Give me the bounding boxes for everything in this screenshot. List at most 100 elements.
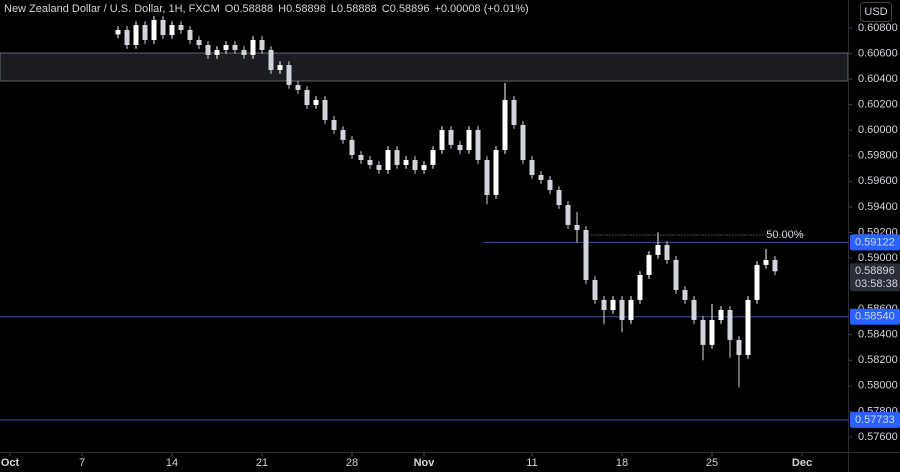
countdown-label: 03:58:38 xyxy=(855,278,898,290)
candle-body xyxy=(151,19,157,40)
readout-change: +0.00008 (+0.01%) xyxy=(434,3,529,15)
candle-body xyxy=(763,259,769,265)
candle-body xyxy=(475,129,481,160)
candle-body xyxy=(529,159,535,175)
candle-body xyxy=(502,99,508,151)
candle-body xyxy=(430,150,436,165)
candle-body xyxy=(133,25,139,45)
candle-body xyxy=(268,49,274,71)
y-tick-label: 0.57600 xyxy=(858,431,898,443)
candle-body xyxy=(691,299,697,320)
candle-body xyxy=(619,299,625,320)
x-tick-label: 14 xyxy=(166,457,178,469)
readout-label: H xyxy=(278,3,287,15)
level-price-box xyxy=(850,234,900,251)
header: New Zealand Dollar / U.S. Dollar, 1H, FX… xyxy=(4,3,529,15)
candle-body xyxy=(745,299,751,356)
candle-body xyxy=(727,310,733,340)
candle-body xyxy=(286,65,292,85)
candle-body xyxy=(538,174,544,180)
candle-body xyxy=(412,159,418,170)
readout-label: C xyxy=(381,3,390,15)
readout-item: C0.58896 xyxy=(382,3,430,15)
candle-body xyxy=(214,49,220,55)
y-tick-label: 0.59600 xyxy=(858,175,898,187)
readout-value: 0.58888 xyxy=(233,3,274,15)
candle-body xyxy=(142,25,148,40)
candle-body xyxy=(340,129,346,140)
zone xyxy=(0,52,849,82)
candle-body xyxy=(628,299,634,320)
candle-body xyxy=(385,150,391,170)
y-tick-label: 0.60400 xyxy=(858,73,898,85)
candle-body xyxy=(232,44,238,50)
x-tick-label: Nov xyxy=(414,457,436,469)
readout-value: 0.58896 xyxy=(389,3,430,15)
candle-body xyxy=(304,89,310,106)
candle-body xyxy=(583,230,589,280)
candle-body xyxy=(520,124,526,160)
candle-body xyxy=(295,84,301,90)
candle-body xyxy=(169,25,175,36)
y-tick-label: 0.60200 xyxy=(858,99,898,111)
candle-body xyxy=(349,139,355,156)
candle-body xyxy=(646,254,652,276)
readout-value: 0.58888 xyxy=(336,3,377,15)
y-tick-label: 0.59800 xyxy=(858,150,898,162)
candle-body xyxy=(358,155,364,160)
candle-body xyxy=(331,119,337,130)
readout-item: H0.58898 xyxy=(278,3,326,15)
x-tick-label: 28 xyxy=(346,457,358,469)
currency-button[interactable]: USD xyxy=(860,2,892,22)
candle-body xyxy=(610,299,616,311)
candle-body xyxy=(718,310,724,320)
level-price-label: 0.57733 xyxy=(855,414,895,426)
last-price-box xyxy=(850,263,900,292)
x-tick-label: Dec xyxy=(792,457,812,469)
y-tick-label: 0.60000 xyxy=(858,124,898,136)
fib-label: 50.00% xyxy=(766,229,804,241)
candle-body xyxy=(187,30,193,40)
x-tick-label: 25 xyxy=(706,457,718,469)
level-price-label: 0.58540 xyxy=(855,311,895,323)
readout-item: L0.58888 xyxy=(331,3,377,15)
candle-body xyxy=(394,150,400,165)
candle-body xyxy=(313,99,319,106)
candle-body xyxy=(448,129,454,145)
candle-body xyxy=(457,144,463,151)
candle-body xyxy=(709,319,715,345)
x-tick-label: 11 xyxy=(526,457,537,469)
candle-body xyxy=(655,244,661,255)
x-tick-label: 18 xyxy=(616,457,628,469)
candle-body xyxy=(259,39,265,50)
candle-body xyxy=(736,339,742,356)
candle-body xyxy=(124,30,130,45)
candle-body xyxy=(772,259,778,272)
level-price-label: 0.59122 xyxy=(855,236,895,248)
candle-body xyxy=(367,159,373,165)
candle-body xyxy=(637,275,643,300)
level-price-box xyxy=(850,411,900,428)
x-tick-label: 21 xyxy=(256,457,268,469)
y-tick-label: 0.60800 xyxy=(858,22,898,34)
candle-body xyxy=(511,99,517,125)
candle-body xyxy=(574,224,580,231)
candle-body xyxy=(223,44,229,50)
candle-body xyxy=(547,179,553,191)
candle-body xyxy=(178,25,184,31)
last-price-label: 0.58896 xyxy=(855,265,895,277)
readout-label: L xyxy=(330,3,337,15)
candle-body xyxy=(439,129,445,151)
candle-body xyxy=(592,279,598,300)
candle-body xyxy=(556,190,562,205)
candle-body xyxy=(241,49,247,55)
candle-body xyxy=(205,44,211,55)
candle-body xyxy=(250,39,256,55)
candle-body xyxy=(673,259,679,290)
candle-body xyxy=(196,39,202,45)
symbol-title: New Zealand Dollar / U.S. Dollar, 1H, FX… xyxy=(4,3,220,15)
candle-body xyxy=(682,289,688,300)
candle-body xyxy=(376,164,382,170)
